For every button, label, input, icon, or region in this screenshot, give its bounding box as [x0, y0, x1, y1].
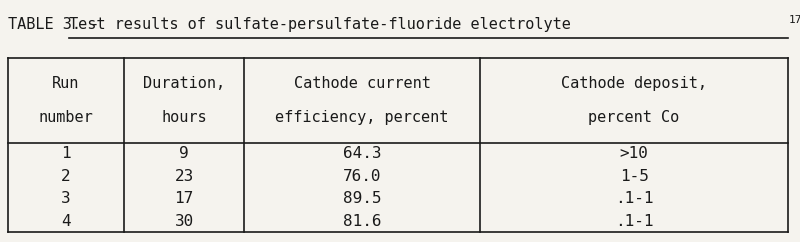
- Text: Cathode current: Cathode current: [294, 76, 430, 91]
- Text: 81.6: 81.6: [342, 214, 382, 229]
- Text: 89.5: 89.5: [342, 191, 382, 206]
- Text: Duration,: Duration,: [143, 76, 225, 91]
- Text: 17: 17: [789, 15, 800, 24]
- Text: Run: Run: [52, 76, 80, 91]
- Text: 23: 23: [174, 169, 194, 184]
- Text: TABLE 3. -: TABLE 3. -: [8, 17, 108, 32]
- Text: 17: 17: [174, 191, 194, 206]
- Text: 2: 2: [61, 169, 71, 184]
- Text: 64.3: 64.3: [342, 146, 382, 161]
- Text: 1-5: 1-5: [619, 169, 649, 184]
- Text: 3: 3: [61, 191, 71, 206]
- Text: percent Co: percent Co: [588, 110, 680, 125]
- Text: 76.0: 76.0: [342, 169, 382, 184]
- Text: 9: 9: [179, 146, 189, 161]
- Text: number: number: [38, 110, 94, 125]
- Text: 1: 1: [61, 146, 71, 161]
- Text: .1-1: .1-1: [614, 191, 654, 206]
- Text: >10: >10: [619, 146, 649, 161]
- Text: Test results of sulfate-persulfate-fluoride electrolyte: Test results of sulfate-persulfate-fluor…: [69, 17, 570, 32]
- Text: .1-1: .1-1: [614, 214, 654, 229]
- Text: 4: 4: [61, 214, 71, 229]
- Text: hours: hours: [161, 110, 207, 125]
- Text: efficiency, percent: efficiency, percent: [275, 110, 449, 125]
- Text: 30: 30: [174, 214, 194, 229]
- Text: Cathode deposit,: Cathode deposit,: [561, 76, 707, 91]
